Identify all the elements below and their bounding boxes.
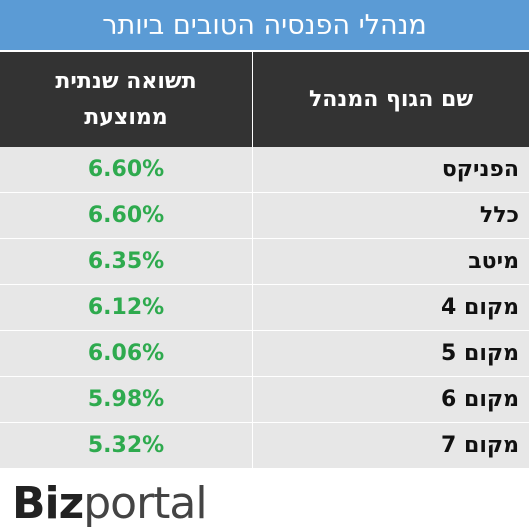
- annual-return: 6.35%: [87, 248, 165, 274]
- manager-name: מקום 7: [252, 423, 529, 468]
- table-row: מקום 4 6.12%: [0, 285, 529, 331]
- manager-name: מקום 5: [252, 331, 529, 376]
- table-row: מיטב 6.35%: [0, 239, 529, 285]
- manager-name: הפניקס: [252, 147, 529, 192]
- annual-return: 5.32%: [87, 432, 165, 458]
- title: מנהלי הפנסיה הטובים ביותר: [0, 0, 529, 52]
- table-row: כלל 6.60%: [0, 193, 529, 239]
- logo-light: portal: [83, 478, 207, 529]
- annual-return: 5.98%: [87, 386, 165, 412]
- annual-return: 6.60%: [87, 156, 165, 182]
- logo-bold: Biz: [12, 478, 84, 529]
- table-row: מקום 5 6.06%: [0, 331, 529, 377]
- table-row: מקום 6 5.98%: [0, 377, 529, 423]
- table: שם הגוף המנהל תשואה שנתית ממוצעת הפניקס 6…: [0, 52, 529, 469]
- annual-return: 6.12%: [87, 294, 165, 320]
- column-header: תשואה שנתית ממוצעת: [55, 69, 197, 130]
- table-row: הפניקס 6.60%: [0, 147, 529, 193]
- table-row: מקום 7 5.32%: [0, 423, 529, 469]
- column-header: שם הגוף המנהל: [252, 52, 529, 147]
- manager-name: מקום 6: [252, 377, 529, 422]
- logo: Bizportal: [12, 478, 208, 529]
- manager-name: מיטב: [252, 239, 529, 284]
- annual-return: 6.06%: [87, 340, 165, 366]
- manager-name: מקום 4: [252, 285, 529, 330]
- annual-return: 6.60%: [87, 202, 165, 228]
- manager-name: כלל: [252, 193, 529, 238]
- header-row: שם הגוף המנהל תשואה שנתית ממוצעת: [0, 52, 529, 147]
